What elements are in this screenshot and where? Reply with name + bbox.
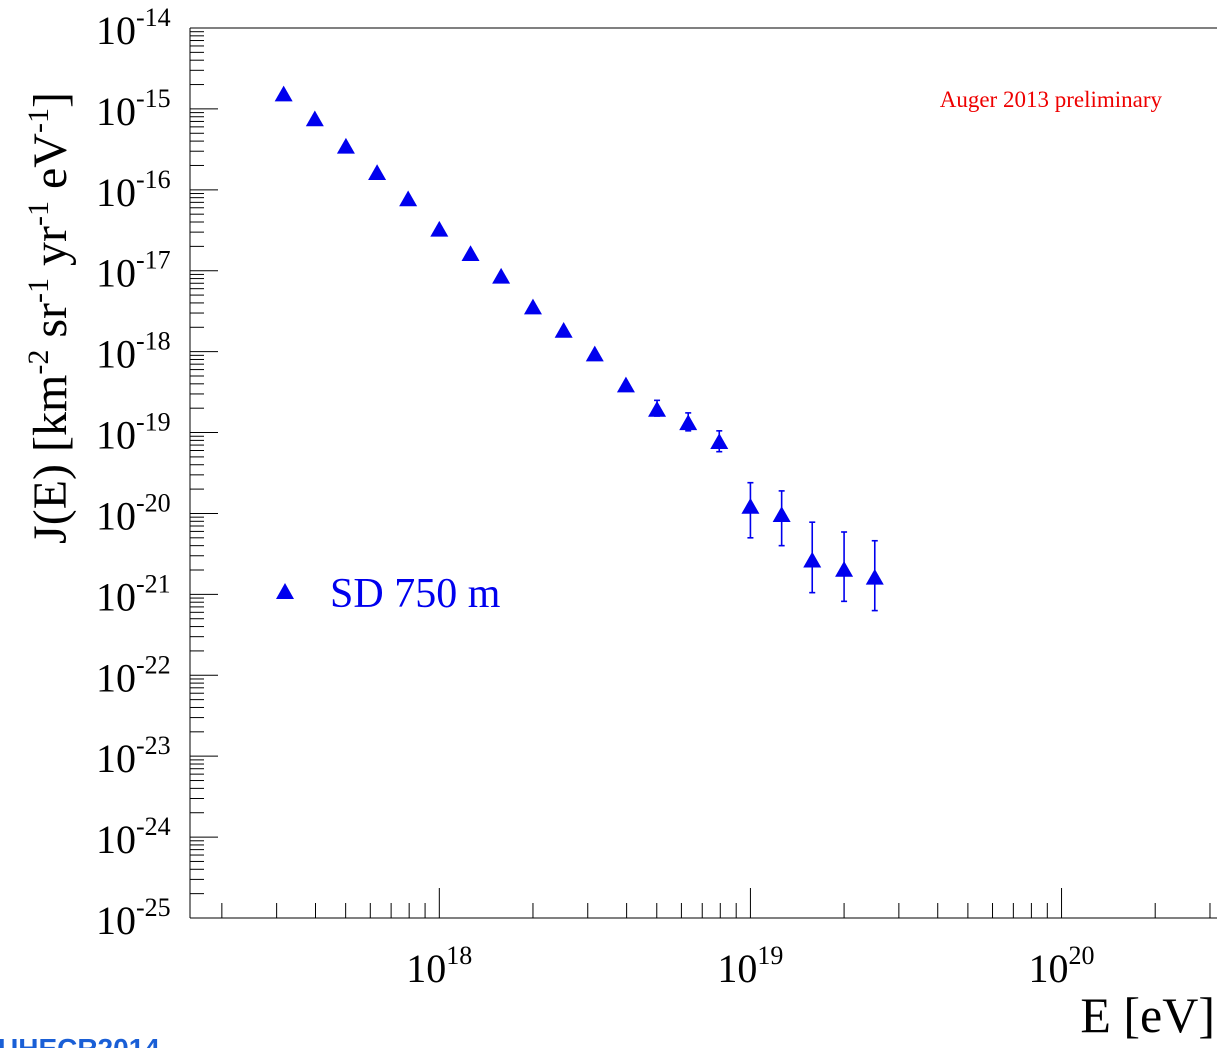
y-tick-exponent: -23 — [136, 731, 171, 760]
legend-marker — [276, 583, 294, 599]
y-label-part: eV — [24, 133, 77, 201]
data-point — [710, 433, 729, 449]
y-tick-label: 10-16 — [96, 165, 171, 215]
data-point — [835, 561, 854, 577]
y-tick-label: 10-21 — [96, 569, 171, 619]
y-tick-label: 10-20 — [96, 488, 171, 538]
y-label-part: yr — [24, 226, 77, 278]
y-tick-exponent: -24 — [136, 812, 171, 841]
y-tick-exponent: -15 — [136, 84, 171, 113]
data-point — [616, 376, 635, 393]
data-point — [523, 298, 542, 315]
data-point — [274, 85, 293, 102]
data-point — [399, 190, 418, 207]
data-points — [274, 85, 884, 612]
data-point — [679, 414, 698, 431]
y-tick-label: 10-22 — [96, 650, 171, 700]
data-point — [461, 245, 480, 261]
y-tick-label: 10-17 — [96, 246, 171, 296]
data-point — [305, 110, 324, 127]
y-tick-exponent: -20 — [136, 488, 171, 517]
y-tick-exponent: -25 — [136, 893, 171, 922]
y-tick-label: 10-25 — [96, 893, 171, 943]
y-tick-exponent: -16 — [136, 165, 171, 194]
footer-label: UHECR2014 — [0, 1033, 160, 1048]
x-axis-label: E [eV] — [1080, 987, 1215, 1043]
y-label-part: ] — [24, 92, 77, 108]
y-tick-labels: 10-14 10-15 10-16 10-17 10-18 10-19 10-20 10-21… — [96, 3, 171, 943]
x-tick-labels: 1018 1019 1020 — [406, 941, 1094, 991]
data-point — [336, 137, 355, 154]
data-point — [585, 345, 604, 362]
data-point — [803, 551, 822, 568]
y-axis-label: J(E) [km-2 sr-1 yr-1 eV-1] — [22, 92, 77, 544]
x-tick-label: 1018 — [406, 941, 472, 991]
y-tick-exponent: -18 — [136, 327, 171, 356]
y-label-exponent: -2 — [22, 350, 55, 375]
data-point — [430, 220, 449, 237]
annotation-text: Auger 2013 preliminary — [940, 87, 1163, 112]
y-tick-label: 10-14 — [96, 3, 171, 53]
x-tick-label: 1020 — [1029, 941, 1095, 991]
y-tick-label: 10-18 — [96, 327, 171, 377]
data-point — [772, 506, 791, 523]
x-tick-exponent: 20 — [1069, 941, 1095, 970]
y-tick-label: 10-15 — [96, 84, 171, 134]
y-tick-exponent: -22 — [136, 650, 171, 679]
x-tick-exponent: 19 — [757, 941, 783, 970]
axes — [189, 27, 1217, 919]
data-point — [648, 400, 667, 417]
y-tick-label: 10-19 — [96, 408, 171, 458]
y-label-part: sr — [24, 303, 77, 350]
y-tick-exponent: -19 — [136, 408, 171, 437]
data-point — [492, 267, 511, 284]
data-point — [554, 321, 573, 338]
y-tick-exponent: -17 — [136, 246, 171, 275]
data-point — [865, 568, 884, 585]
y-label-exponent: -1 — [22, 201, 55, 226]
legend-label: SD 750 m — [330, 571, 501, 617]
y-tick-exponent: -21 — [136, 569, 171, 598]
x-tick-exponent: 18 — [446, 941, 472, 970]
y-tick-label: 10-23 — [96, 731, 171, 781]
legend: SD 750 m — [276, 571, 501, 617]
y-label-exponent: -1 — [22, 278, 55, 303]
y-tick-exponent: -14 — [136, 3, 171, 32]
y-label-part: J(E) [km — [24, 375, 77, 544]
y-label-exponent: -1 — [22, 108, 55, 133]
y-tick-label: 10-24 — [96, 812, 171, 862]
data-point — [368, 164, 387, 181]
x-tick-label: 1019 — [717, 941, 783, 991]
data-point — [741, 498, 760, 514]
